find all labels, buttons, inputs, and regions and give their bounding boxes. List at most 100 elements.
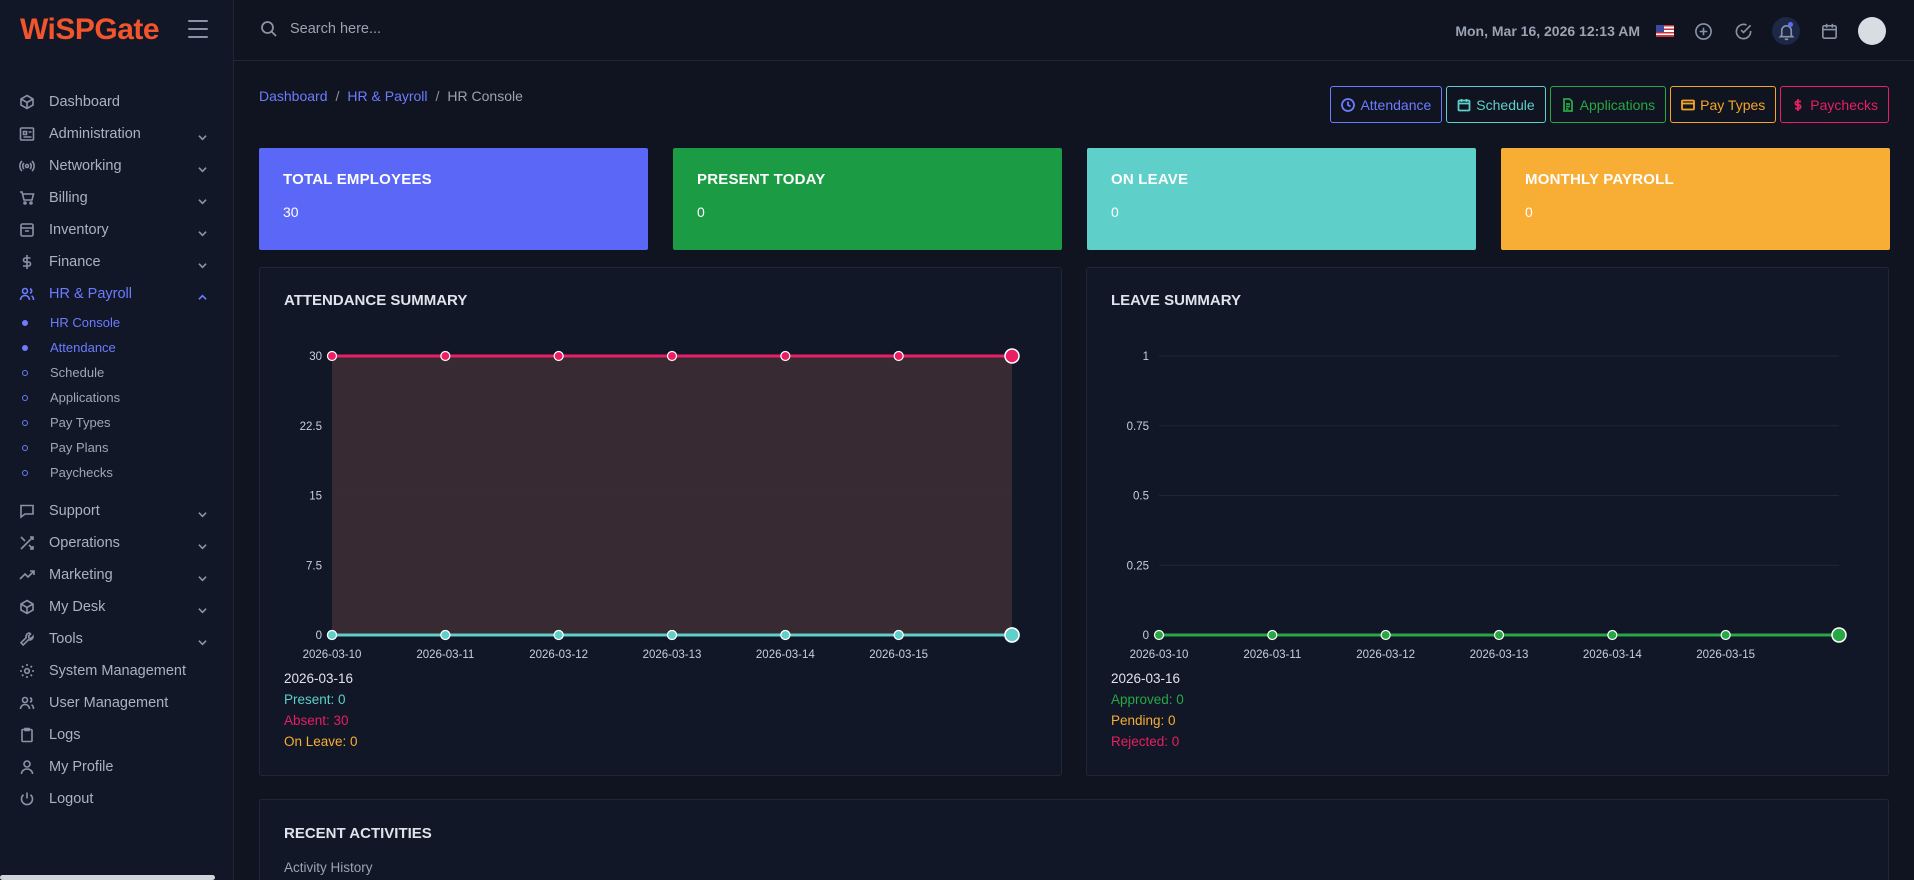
- paychecks-button-label: Paychecks: [1810, 96, 1878, 113]
- sidebar-item-label: Inventory: [49, 222, 109, 238]
- sub-item-pay-plans[interactable]: Pay Plans: [22, 435, 234, 460]
- shuffle-icon: [19, 535, 35, 551]
- data-point: [780, 629, 791, 641]
- add-circle-icon[interactable]: [1692, 20, 1714, 42]
- stat-value: 0: [1111, 204, 1119, 220]
- topbar: Mon, Mar 16, 2026 12:13 AM: [234, 0, 1914, 61]
- data-point: [1004, 348, 1020, 364]
- topbar-right: Mon, Mar 16, 2026 12:13 AM: [1455, 17, 1886, 45]
- data-point: [893, 629, 904, 641]
- sidebar-item-label: My Profile: [49, 759, 114, 775]
- sidebar-item-finance[interactable]: Finance: [0, 246, 234, 278]
- sub-item-schedule[interactable]: Schedule: [22, 360, 234, 385]
- breadcrumb-dashboard[interactable]: Dashboard: [259, 88, 328, 104]
- sub-item-pay-types[interactable]: Pay Types: [22, 410, 234, 435]
- schedule-button[interactable]: Schedule: [1446, 86, 1546, 123]
- attendance-legend: 2026-03-16 Present: 0 Absent: 30 On Leav…: [284, 668, 358, 752]
- sidebar-item-user-management[interactable]: User Management: [0, 687, 234, 719]
- clipboard-icon: [19, 727, 35, 743]
- legend-absent: Absent: 30: [284, 713, 349, 728]
- x-tick-label: 2026-03-12: [529, 649, 588, 658]
- sidebar-item-label: Logout: [49, 791, 94, 807]
- wrench-icon: [19, 631, 35, 647]
- sidebar-item-my-profile[interactable]: My Profile: [0, 751, 234, 783]
- logo[interactable]: WiSPGate: [0, 0, 233, 60]
- sub-item-attendance[interactable]: Attendance: [22, 335, 234, 360]
- sidebar-item-label: HR & Payroll: [49, 286, 132, 302]
- x-tick-label: 2026-03-10: [1130, 649, 1189, 658]
- sidebar-item-dashboard[interactable]: Dashboard: [0, 86, 234, 118]
- sub-item-paychecks[interactable]: Paychecks: [22, 460, 234, 485]
- sidebar-item-administration[interactable]: Administration: [0, 118, 234, 150]
- avatar[interactable]: [1858, 17, 1886, 45]
- stat-total-employees: TOTAL EMPLOYEES 30: [259, 148, 648, 250]
- users-icon: [19, 286, 35, 302]
- applications-button[interactable]: Applications: [1549, 86, 1667, 123]
- hr-submenu: HR Console Attendance Schedule Applicati…: [0, 310, 234, 485]
- stat-on-leave: ON LEAVE 0: [1087, 148, 1476, 250]
- bell-icon[interactable]: [1772, 17, 1800, 45]
- data-point: [1831, 627, 1847, 643]
- breadcrumb-hr-payroll[interactable]: HR & Payroll: [347, 88, 428, 104]
- chevron-down-icon: [198, 194, 207, 205]
- breadcrumb-separator: /: [435, 88, 440, 104]
- stat-title: TOTAL EMPLOYEES: [283, 171, 432, 188]
- sidebar-item-support[interactable]: Support: [0, 495, 234, 527]
- sub-item-hr-console[interactable]: HR Console: [22, 310, 234, 335]
- sidebar-scrollbar[interactable]: [0, 875, 215, 880]
- legend-on-leave: On Leave: 0: [284, 734, 358, 749]
- data-point: [1493, 629, 1505, 641]
- breadcrumb-separator: /: [335, 88, 340, 104]
- box-icon: [19, 599, 35, 615]
- breadcrumb-current: HR Console: [447, 88, 523, 104]
- inventory-icon: [19, 222, 35, 238]
- bullet-icon: [22, 319, 28, 326]
- area-fill: [332, 356, 1012, 635]
- sub-item-label: Paychecks: [50, 465, 113, 480]
- search-input[interactable]: [290, 21, 590, 37]
- sidebar-item-logout[interactable]: Logout: [0, 783, 234, 815]
- y-tick-label: 0.5: [1133, 491, 1149, 503]
- stat-value: 0: [697, 204, 705, 220]
- sidebar-item-inventory[interactable]: Inventory: [0, 214, 234, 246]
- y-tick-label: 30: [309, 351, 322, 363]
- sub-item-applications[interactable]: Applications: [22, 385, 234, 410]
- calendar-icon[interactable]: [1818, 20, 1840, 42]
- us-flag-icon[interactable]: [1656, 25, 1674, 37]
- y-tick-label: 0: [1143, 630, 1149, 642]
- sidebar-item-logs[interactable]: Logs: [0, 719, 234, 751]
- sidebar-item-operations[interactable]: Operations: [0, 527, 234, 559]
- chevron-down-icon: [198, 539, 207, 550]
- sidebar: WiSPGate Dashboard Administration Networ…: [0, 0, 234, 880]
- attendance-button-label: Attendance: [1360, 96, 1432, 113]
- y-tick-label: 0.75: [1127, 421, 1149, 433]
- chevron-down-icon: [198, 258, 207, 269]
- attendance-button[interactable]: Attendance: [1330, 86, 1443, 123]
- sidebar-item-marketing[interactable]: Marketing: [0, 559, 234, 591]
- sidebar-item-label: Operations: [49, 535, 120, 551]
- sidebar-item-system-management[interactable]: System Management: [0, 655, 234, 687]
- administration-icon: [19, 126, 35, 142]
- chevron-down-icon: [198, 226, 207, 237]
- paychecks-button[interactable]: Paychecks: [1780, 86, 1889, 123]
- attendance-chart[interactable]: 0 7.5 15 22.5 30 2026-03-10 2026-03-11 2026-03-…: [260, 328, 1063, 658]
- chevron-down-icon: [198, 130, 207, 141]
- bullet-icon: [22, 444, 28, 451]
- hamburger-menu-icon[interactable]: [188, 20, 208, 38]
- search-icon: [261, 21, 277, 37]
- bullet-icon: [22, 419, 28, 426]
- check-circle-icon[interactable]: [1732, 20, 1754, 42]
- sidebar-item-my-desk[interactable]: My Desk: [0, 591, 234, 623]
- data-point: [553, 629, 564, 641]
- sidebar-item-hr-payroll[interactable]: HR & Payroll: [0, 278, 234, 310]
- calendar-icon: [1457, 98, 1471, 111]
- pay-types-button[interactable]: Pay Types: [1670, 86, 1777, 123]
- leave-chart[interactable]: 0 0.25 0.5 0.75 1 2026-03-10 2026-03-11 2026-03…: [1087, 328, 1890, 658]
- sidebar-item-networking[interactable]: Networking: [0, 150, 234, 182]
- x-tick-label: 2026-03-11: [1243, 649, 1301, 658]
- sidebar-item-billing[interactable]: Billing: [0, 182, 234, 214]
- sidebar-item-tools[interactable]: Tools: [0, 623, 234, 655]
- sidebar-item-label: Tools: [49, 631, 83, 647]
- card-title: RECENT ACTIVITIES: [284, 825, 432, 842]
- legend-rejected: Rejected: 0: [1111, 734, 1180, 749]
